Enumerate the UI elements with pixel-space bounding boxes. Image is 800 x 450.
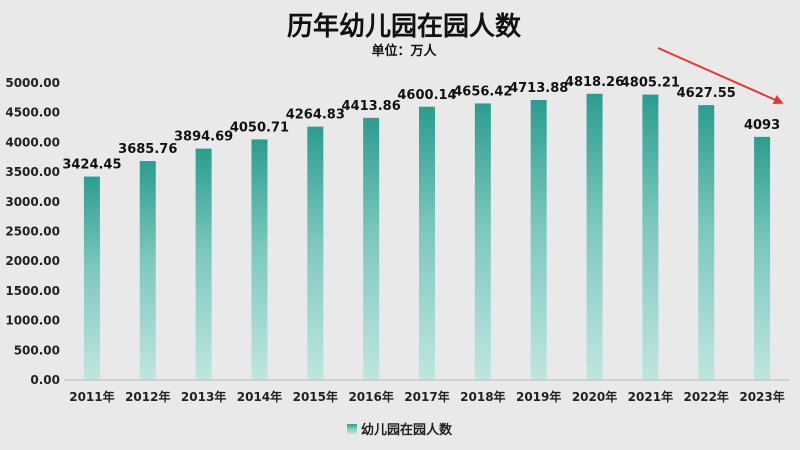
legend-label: 幼儿园在园人数	[361, 422, 453, 438]
y-tick-label: 3000.00	[5, 195, 60, 209]
y-tick-label: 2500.00	[5, 225, 60, 239]
data-labels: 3424.453685.763894.694050.714264.834413.…	[62, 75, 780, 173]
x-tick-label: 2013年	[181, 389, 226, 404]
data-label: 3685.76	[118, 142, 177, 157]
x-tick-label: 2021年	[628, 389, 673, 404]
data-label: 4050.71	[230, 120, 289, 135]
chart-subtitle: 单位：万人	[371, 43, 437, 59]
x-tick-label: 2022年	[684, 389, 729, 404]
bar	[195, 148, 212, 380]
x-tick-label: 2018年	[460, 389, 505, 404]
bar	[419, 106, 435, 381]
data-label: 3894.69	[174, 130, 233, 145]
x-tick-label: 2012年	[125, 389, 170, 404]
legend-swatch	[347, 424, 357, 434]
x-tick-label: 2015年	[293, 389, 338, 404]
data-label: 3424.45	[62, 158, 121, 173]
y-axis: 0.00 500.00 1000.00 1500.00 2000.00 2500.00 30…	[5, 76, 60, 387]
y-tick-label: 3500.00	[5, 165, 60, 179]
x-tick-label: 2011年	[69, 389, 114, 404]
bar	[83, 176, 100, 380]
bar	[754, 136, 771, 380]
bar	[586, 93, 603, 381]
data-label: 4656.42	[453, 84, 512, 99]
x-axis: 2011年 2012年 2013年 2014年 2015年 2016年 2017年 2018年…	[69, 389, 785, 404]
legend: 幼儿园在园人数	[347, 422, 453, 438]
data-label: 4627.55	[677, 86, 736, 101]
data-label: 4093	[744, 118, 780, 133]
y-tick-label: 5000.00	[5, 76, 60, 90]
x-tick-label: 2020年	[572, 389, 617, 404]
bar	[698, 105, 715, 380]
bar-series	[83, 93, 771, 381]
y-tick-label: 2000.00	[5, 254, 60, 268]
data-label: 4413.86	[342, 99, 401, 114]
y-tick-label: 4000.00	[5, 135, 60, 149]
x-tick-label: 2023年	[739, 389, 784, 404]
x-tick-label: 2016年	[348, 389, 393, 404]
bar	[642, 94, 659, 380]
x-tick-label: 2014年	[237, 389, 282, 404]
x-tick-label: 2019年	[516, 389, 561, 404]
data-label: 4600.14	[397, 88, 456, 103]
y-tick-label: 1000.00	[5, 314, 60, 328]
x-tick-label: 2017年	[404, 389, 449, 404]
bar	[530, 99, 547, 380]
y-tick-label: 1500.00	[5, 284, 60, 298]
chart-title: 历年幼儿园在园人数	[287, 11, 522, 42]
data-label: 4264.83	[286, 108, 345, 123]
data-label: 4713.88	[509, 81, 568, 96]
y-tick-label: 0.00	[30, 373, 60, 387]
bar	[363, 117, 380, 381]
y-tick-label: 4500.00	[5, 106, 60, 120]
bar	[474, 103, 491, 380]
trend-arrow-icon	[657, 47, 784, 105]
data-label: 4818.26	[565, 75, 624, 90]
bar	[307, 126, 324, 380]
data-label: 4805.21	[621, 76, 680, 91]
bar	[251, 139, 268, 380]
y-tick-label: 500.00	[14, 343, 60, 357]
bar	[139, 161, 156, 380]
